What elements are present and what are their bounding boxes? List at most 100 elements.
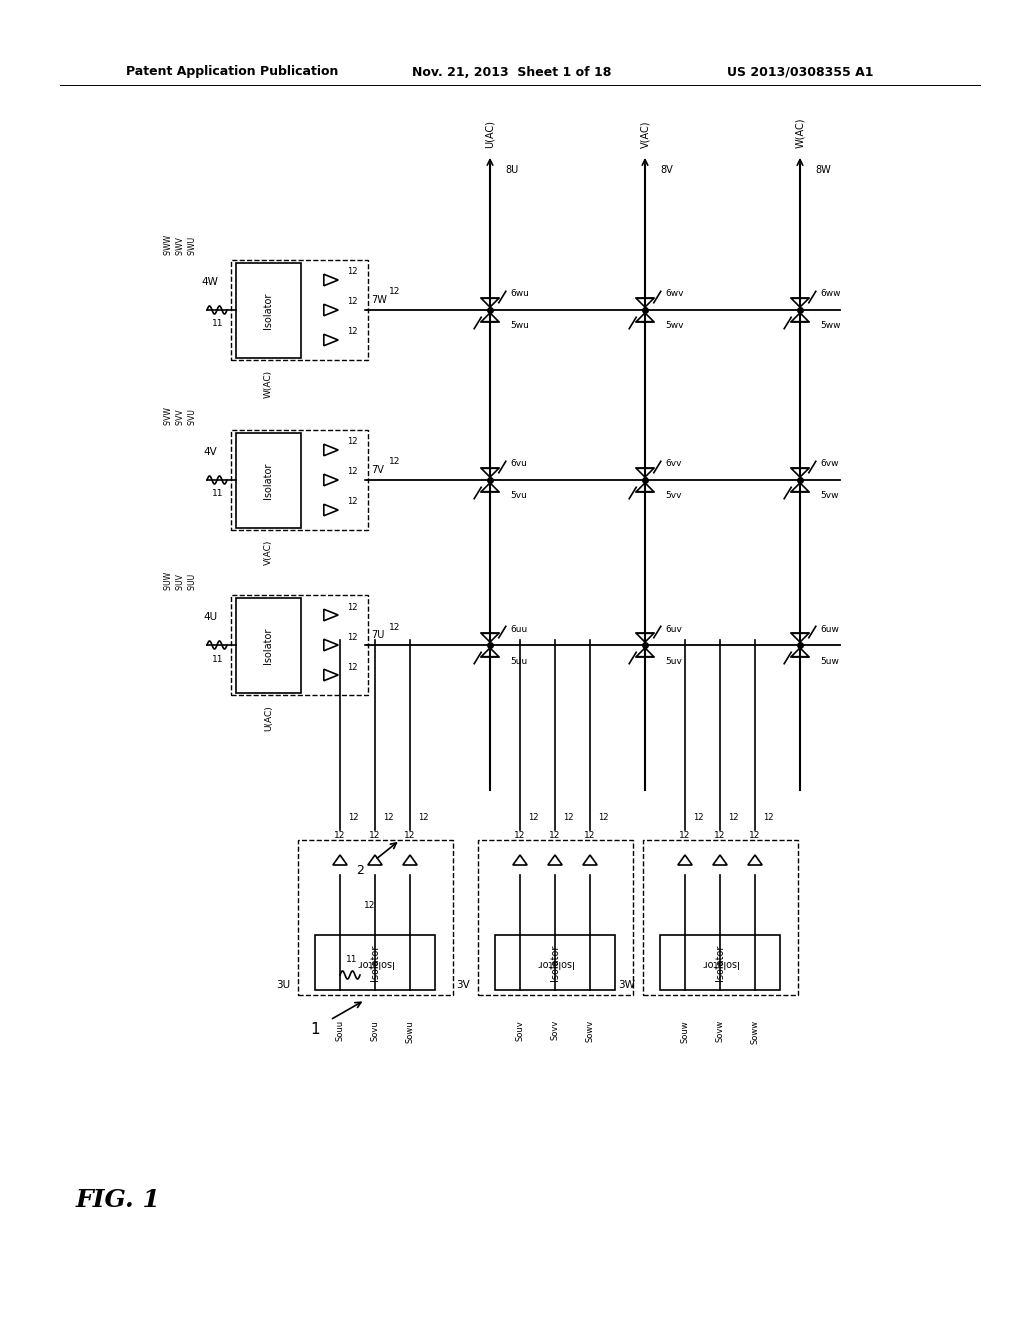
Text: 12: 12 (585, 830, 596, 840)
Text: 12: 12 (563, 813, 573, 822)
Text: 6ww: 6ww (820, 289, 841, 298)
Text: 12: 12 (679, 830, 690, 840)
Bar (315, 935, 435, 990)
Bar (236, 598, 301, 693)
Text: 5uv: 5uv (665, 656, 682, 665)
Text: SᴵVV: SᴵVV (175, 408, 184, 425)
Text: SᴵVW: SᴵVW (164, 407, 172, 425)
Text: Sovw: Sovw (716, 1020, 725, 1043)
Text: 12: 12 (347, 327, 357, 337)
Text: 11: 11 (212, 490, 224, 499)
Text: SᴵUV: SᴵUV (175, 573, 184, 590)
Text: 6vu: 6vu (510, 459, 527, 469)
Text: 5vu: 5vu (510, 491, 527, 500)
Text: SᴵUU: SᴵUU (187, 573, 197, 590)
Text: Isolator: Isolator (356, 957, 393, 968)
Text: 6vw: 6vw (820, 459, 839, 469)
Text: 4W: 4W (202, 277, 218, 286)
Text: 12: 12 (347, 663, 357, 672)
Text: 7U: 7U (371, 630, 384, 640)
Text: 12: 12 (347, 467, 357, 477)
Text: 12: 12 (728, 813, 738, 822)
Text: Nov. 21, 2013  Sheet 1 of 18: Nov. 21, 2013 Sheet 1 of 18 (413, 66, 611, 78)
Text: SᴵVU: SᴵVU (187, 408, 197, 425)
Text: 5vw: 5vw (820, 491, 839, 500)
Text: Isolator: Isolator (550, 944, 560, 981)
Text: Isolator: Isolator (715, 944, 725, 981)
Text: 3W: 3W (618, 979, 635, 990)
Bar (231, 595, 368, 696)
Bar (643, 840, 798, 995)
Text: 8U: 8U (505, 165, 518, 176)
Text: 2: 2 (356, 863, 364, 876)
Text: 6uu: 6uu (510, 624, 527, 634)
Bar (495, 935, 615, 990)
Text: SᴵWW: SᴵWW (164, 234, 172, 255)
Text: Patent Application Publication: Patent Application Publication (126, 66, 338, 78)
Text: Sowu: Sowu (406, 1020, 415, 1043)
Text: 11: 11 (345, 956, 357, 965)
Text: Isolator: Isolator (263, 627, 273, 664)
Text: Sovu: Sovu (371, 1020, 380, 1040)
Text: 12: 12 (365, 900, 376, 909)
Text: W(AC): W(AC) (264, 370, 273, 399)
Text: 12: 12 (347, 297, 357, 306)
Bar (298, 840, 453, 995)
Text: 12: 12 (418, 813, 428, 822)
Text: 11: 11 (212, 319, 224, 329)
Text: 4U: 4U (203, 612, 217, 622)
Text: 12: 12 (404, 830, 416, 840)
Text: 5uw: 5uw (820, 656, 839, 665)
Text: 12: 12 (347, 437, 357, 446)
Text: U(AC): U(AC) (264, 705, 273, 731)
Text: 12: 12 (347, 602, 357, 611)
Text: 1: 1 (310, 1023, 319, 1038)
Text: Souv: Souv (515, 1020, 524, 1040)
Text: W(AC): W(AC) (795, 117, 805, 148)
Text: V(AC): V(AC) (264, 540, 273, 565)
Text: 12: 12 (383, 813, 393, 822)
Text: 12: 12 (750, 830, 761, 840)
Text: SᴵWV: SᴵWV (175, 236, 184, 255)
Text: 6wv: 6wv (665, 289, 683, 298)
Text: 12: 12 (347, 268, 357, 276)
Text: 3U: 3U (275, 979, 290, 990)
Text: 12: 12 (763, 813, 773, 822)
Text: 6vv: 6vv (665, 459, 682, 469)
Text: FIG. 1: FIG. 1 (76, 1188, 161, 1212)
Text: 5uu: 5uu (510, 656, 527, 665)
Text: SᴵWU: SᴵWU (187, 236, 197, 255)
Text: 12: 12 (347, 632, 357, 642)
Text: 7W: 7W (371, 294, 387, 305)
Text: 5ww: 5ww (820, 322, 841, 330)
Text: 4V: 4V (203, 447, 217, 457)
Text: 12: 12 (334, 830, 346, 840)
Text: V(AC): V(AC) (640, 120, 650, 148)
Text: Isolator: Isolator (263, 462, 273, 499)
Text: 6wu: 6wu (510, 289, 528, 298)
Text: Isolator: Isolator (370, 944, 380, 981)
Text: 12: 12 (389, 623, 400, 631)
Text: 12: 12 (514, 830, 525, 840)
Text: Sovv: Sovv (551, 1020, 559, 1040)
Text: 7V: 7V (371, 465, 384, 475)
Text: 12: 12 (693, 813, 703, 822)
Text: SᴵUW: SᴵUW (164, 570, 172, 590)
Text: 12: 12 (389, 458, 400, 466)
Text: 12: 12 (715, 830, 726, 840)
Bar (231, 260, 368, 360)
Text: 12: 12 (347, 498, 357, 507)
Text: 12: 12 (598, 813, 608, 822)
Text: 12: 12 (549, 830, 561, 840)
Text: Souu: Souu (336, 1020, 344, 1041)
Text: US 2013/0308355 A1: US 2013/0308355 A1 (727, 66, 873, 78)
Text: Isolator: Isolator (263, 292, 273, 329)
Text: 12: 12 (389, 288, 400, 297)
Text: 6uw: 6uw (820, 624, 839, 634)
Text: Sowv: Sowv (586, 1020, 595, 1043)
Text: Souw: Souw (681, 1020, 689, 1043)
Text: 3V: 3V (457, 979, 470, 990)
Text: 5wv: 5wv (665, 322, 683, 330)
Text: Isolator: Isolator (701, 957, 738, 968)
Bar (660, 935, 780, 990)
